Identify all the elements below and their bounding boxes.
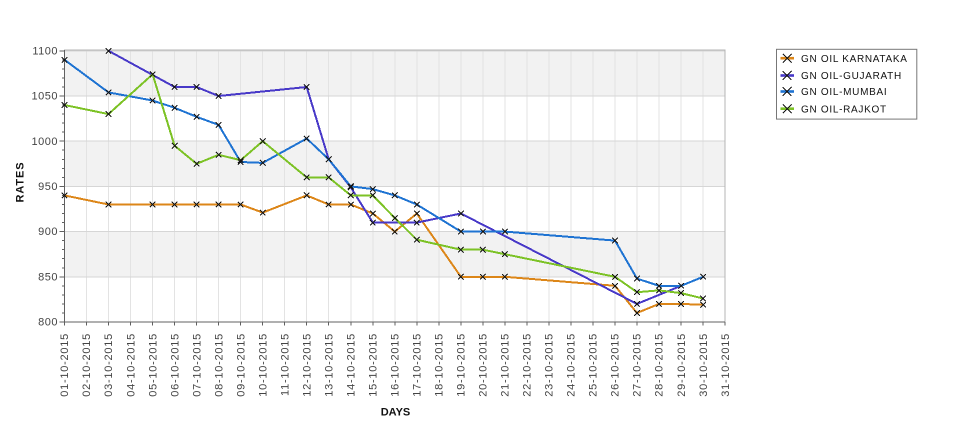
svg-text:GN OIL-RAJKOT: GN OIL-RAJKOT: [801, 104, 887, 115]
svg-text:10-10-2015: 10-10-2015: [257, 333, 269, 397]
svg-text:09-10-2015: 09-10-2015: [235, 333, 247, 397]
svg-text:GN OIL-MUMBAI: GN OIL-MUMBAI: [801, 87, 887, 98]
svg-text:850: 850: [38, 271, 58, 283]
svg-text:06-10-2015: 06-10-2015: [169, 333, 181, 397]
svg-text:11-10-2015: 11-10-2015: [279, 333, 291, 396]
svg-text:24-10-2015: 24-10-2015: [566, 333, 578, 397]
svg-text:800: 800: [38, 317, 58, 329]
svg-text:08-10-2015: 08-10-2015: [213, 333, 225, 397]
svg-text:1050: 1050: [32, 91, 58, 103]
svg-text:12-10-2015: 12-10-2015: [301, 333, 313, 397]
svg-text:07-10-2015: 07-10-2015: [191, 333, 203, 397]
svg-text:01-10-2015: 01-10-2015: [59, 333, 71, 397]
svg-text:1000: 1000: [32, 136, 58, 148]
svg-text:31-10-2015: 31-10-2015: [720, 333, 732, 397]
svg-text:20-10-2015: 20-10-2015: [478, 333, 490, 397]
svg-text:13-10-2015: 13-10-2015: [323, 333, 335, 397]
svg-text:22-10-2015: 22-10-2015: [522, 333, 534, 397]
svg-text:03-10-2015: 03-10-2015: [103, 333, 115, 397]
svg-text:900: 900: [38, 226, 58, 238]
svg-text:RATES: RATES: [15, 162, 27, 203]
svg-text:17-10-2015: 17-10-2015: [412, 333, 424, 397]
svg-text:DAYS: DAYS: [381, 407, 411, 419]
svg-text:1100: 1100: [32, 45, 58, 57]
svg-text:02-10-2015: 02-10-2015: [81, 333, 93, 397]
svg-text:26-10-2015: 26-10-2015: [610, 333, 622, 397]
svg-text:15-10-2015: 15-10-2015: [368, 333, 380, 397]
svg-text:16-10-2015: 16-10-2015: [390, 333, 402, 397]
svg-text:23-10-2015: 23-10-2015: [544, 333, 556, 397]
svg-text:19-10-2015: 19-10-2015: [456, 333, 468, 397]
svg-text:GN OIL-GUJARATH: GN OIL-GUJARATH: [801, 71, 902, 82]
svg-text:30-10-2015: 30-10-2015: [698, 333, 710, 397]
svg-text:21-10-2015: 21-10-2015: [500, 333, 512, 397]
svg-text:25-10-2015: 25-10-2015: [588, 333, 600, 397]
svg-text:950: 950: [38, 181, 58, 193]
svg-text:18-10-2015: 18-10-2015: [434, 333, 446, 397]
svg-text:GN OIL KARNATAKA: GN OIL KARNATAKA: [801, 54, 908, 65]
svg-text:04-10-2015: 04-10-2015: [125, 333, 137, 397]
svg-text:14-10-2015: 14-10-2015: [346, 333, 358, 397]
svg-text:05-10-2015: 05-10-2015: [147, 333, 159, 397]
svg-text:28-10-2015: 28-10-2015: [654, 333, 666, 397]
svg-text:27-10-2015: 27-10-2015: [632, 333, 644, 397]
svg-text:29-10-2015: 29-10-2015: [676, 333, 688, 397]
